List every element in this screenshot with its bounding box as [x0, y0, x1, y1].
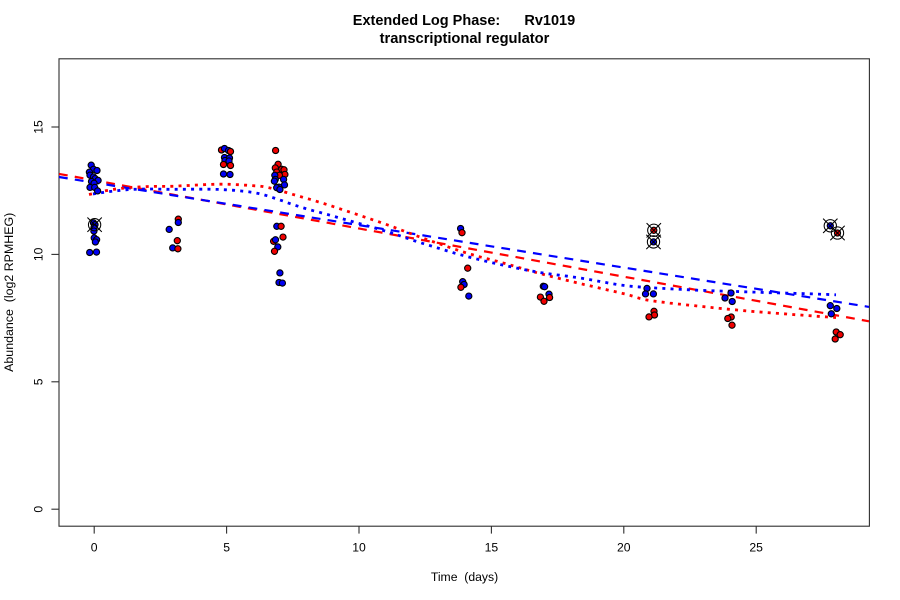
svg-text:10: 10: [32, 247, 46, 261]
svg-text:15: 15: [485, 541, 499, 555]
svg-text:Time (days): Time (days): [431, 570, 498, 584]
svg-text:15: 15: [32, 120, 46, 134]
svg-text:Extended Log Phase: Rv101: Extended Log Phase: Rv1019: [353, 13, 575, 29]
svg-text:5: 5: [32, 378, 46, 385]
svg-text:10: 10: [352, 541, 366, 555]
svg-text:20: 20: [617, 541, 631, 555]
svg-text:transcriptional regulator: transcriptional regulator: [380, 31, 550, 47]
svg-text:0: 0: [91, 541, 98, 555]
svg-text:25: 25: [749, 541, 763, 555]
svg-text:5: 5: [223, 541, 230, 555]
svg-text:0: 0: [32, 506, 46, 513]
svg-text:Abundance (log2 RPMHEG): Abundance (log2 RPMHEG): [2, 213, 16, 372]
